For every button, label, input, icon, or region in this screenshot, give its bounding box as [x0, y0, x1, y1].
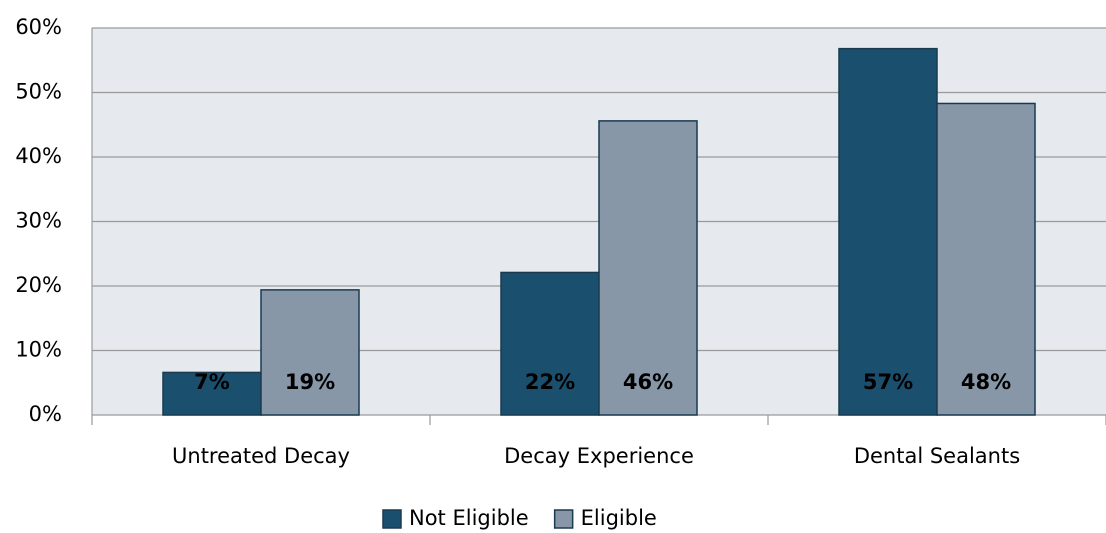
y-tick-label: 30% [15, 209, 62, 233]
y-tick-label: 20% [15, 273, 62, 297]
data-label: 19% [285, 370, 335, 394]
data-label: 22% [525, 370, 575, 394]
data-label: 7% [194, 370, 230, 394]
y-tick-label: 10% [15, 338, 62, 362]
y-tick-label: 0% [29, 402, 62, 426]
bar [260, 289, 360, 416]
x-tick-label: Dental Sealants [854, 444, 1020, 468]
y-tick-label: 60% [15, 15, 62, 39]
bar [936, 102, 1036, 416]
legend-label: Not Eligible [409, 506, 529, 530]
bar [598, 120, 698, 416]
legend-swatch [553, 509, 574, 529]
y-tick-label: 50% [15, 80, 62, 104]
x-tick-label: Decay Experience [504, 444, 694, 468]
y-tick-label: 40% [15, 144, 62, 168]
x-tick-label: Untreated Decay [172, 444, 350, 468]
data-label: 46% [623, 370, 673, 394]
legend-swatch [382, 509, 402, 529]
data-label: 48% [961, 370, 1011, 394]
data-label: 57% [863, 370, 913, 394]
legend-label: Eligible [581, 506, 657, 530]
bar [838, 47, 938, 416]
